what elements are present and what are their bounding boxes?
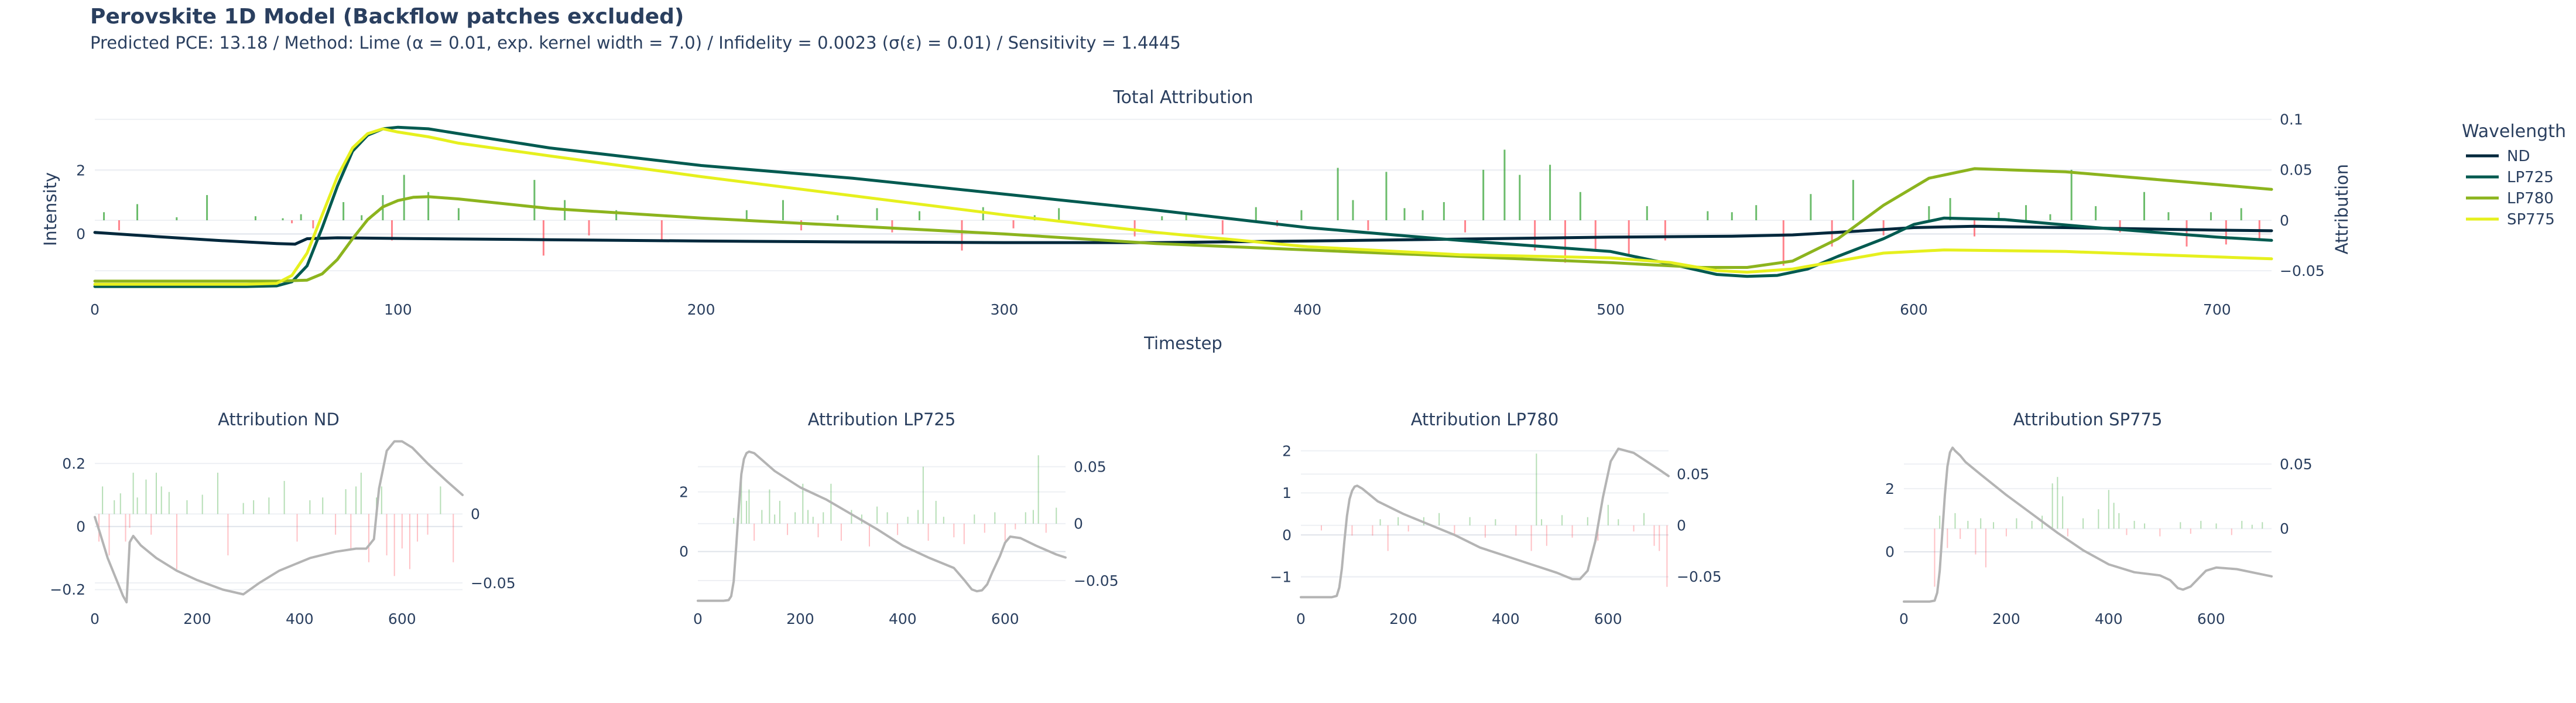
intensity-line	[94, 440, 464, 603]
y2-tick-label: 0	[2280, 212, 2289, 229]
y-tick-label: 0	[1885, 544, 1895, 561]
x-tick-label: 0	[1296, 610, 1306, 627]
x-tick-label: 200	[183, 610, 211, 627]
y2-tick-label: 0	[1074, 516, 1083, 533]
legend-label: SP775	[2507, 211, 2555, 228]
y2-tick-label: −0.05	[2280, 262, 2325, 279]
x-tick-label: 200	[1992, 610, 2020, 627]
y2-tick-label: 0	[1677, 517, 1686, 534]
y-axis-title: Intensity	[40, 172, 60, 246]
y2-tick-label: 0.05	[2280, 162, 2313, 179]
y2-tick-label: 0.05	[2280, 456, 2313, 473]
y-tick-label: 0	[76, 226, 85, 243]
x-tick-label: 400	[2095, 610, 2123, 627]
series-line-lp780	[93, 167, 2273, 283]
x-tick-label: 600	[388, 610, 416, 627]
y2-tick-label: 0.05	[1074, 458, 1107, 475]
legend[interactable]: Wavelength ND LP725 LP780 SP775	[2462, 121, 2566, 228]
y-tick-label: 0	[679, 543, 688, 560]
x-tick-label: 400	[889, 610, 917, 627]
x-tick-label: 300	[991, 301, 1019, 318]
y-tick-label: −1	[1270, 569, 1292, 586]
x-tick-label: 400	[286, 610, 314, 627]
intensity-line	[1903, 446, 2273, 603]
y2-axis-title: Attribution	[2332, 164, 2352, 254]
y-tick-label: −0.2	[50, 581, 85, 598]
legend-item-nd[interactable]: ND	[2466, 148, 2530, 165]
x-tick-label: 400	[1293, 301, 1321, 318]
x-tick-label: 600	[991, 610, 1019, 627]
y-tick-label: 0	[1282, 527, 1292, 544]
y-tick-label: 0	[76, 518, 85, 535]
page-subtitle: Predicted PCE: 13.18 / Method: Lime (α =…	[90, 33, 1181, 53]
legend-title: Wavelength	[2462, 121, 2566, 142]
panel-title: Attribution LP780	[1411, 409, 1559, 429]
y-tick-label: 1	[1282, 484, 1292, 501]
y2-tick-label: 0	[471, 506, 480, 523]
y-tick-label: 2	[76, 162, 85, 179]
x-tick-label: 100	[384, 301, 412, 318]
x-tick-label: 0	[1899, 610, 1909, 627]
x-tick-label: 600	[1900, 301, 1928, 318]
y2-tick-label: 0.1	[2280, 111, 2303, 128]
x-tick-label: 400	[1492, 610, 1520, 627]
x-axis-title: Timestep	[1143, 333, 1222, 353]
subplot-lp725: 0 2 −0.05 0 0.05 0 200 400 600 Attribution LP725	[679, 409, 1119, 627]
y2-tick-label: −0.05	[1074, 572, 1119, 589]
subplot-nd: −0.2 0 0.2 −0.05 0 0 200 400 600 Attribution ND	[50, 409, 515, 627]
x-tick-label: 0	[90, 301, 100, 318]
x-tick-label: 600	[1594, 610, 1622, 627]
subplot-sp775: 0 2 0 0.05 0 200 400 600 Attribution SP775	[1885, 409, 2313, 627]
legend-item-lp780[interactable]: LP780	[2466, 190, 2554, 207]
x-tick-label: 200	[786, 610, 814, 627]
x-tick-label: 600	[2197, 610, 2225, 627]
intensity-line	[1300, 447, 1670, 599]
panel-title: Attribution ND	[218, 409, 340, 429]
series-line-sp775	[93, 127, 2273, 286]
y-tick-label: 2	[1282, 442, 1292, 459]
x-tick-label: 0	[693, 610, 703, 627]
main-plot: 0 2 −0.05 0 0.05 0.1 0 100 200 300 400 500 600 700 Tot…	[40, 87, 2352, 353]
y2-tick-label: 0.05	[1677, 466, 1710, 483]
panel-title: Attribution LP725	[808, 409, 956, 429]
panel-title: Total Attribution	[1112, 87, 1253, 108]
y-tick-label: 2	[679, 483, 688, 500]
series-line-lp725	[93, 125, 2273, 288]
subplot-lp780: −1 0 1 2 −0.05 0 0.05 0 200 400 600 Attribution LP7…	[1270, 409, 1721, 627]
y-tick-label: 0.2	[62, 455, 85, 472]
legend-label: ND	[2507, 148, 2530, 165]
legend-label: LP780	[2507, 190, 2554, 207]
x-tick-label: 500	[1597, 301, 1625, 318]
y2-tick-label: 0	[2280, 520, 2289, 537]
x-tick-label: 200	[687, 301, 715, 318]
legend-item-sp775[interactable]: SP775	[2466, 211, 2555, 228]
legend-item-lp725[interactable]: LP725	[2466, 169, 2554, 186]
x-tick-label: 700	[2203, 301, 2231, 318]
x-tick-label: 0	[90, 610, 100, 627]
y-tick-label: 2	[1885, 480, 1895, 497]
page-title: Perovskite 1D Model (Backflow patches ex…	[90, 5, 684, 29]
intensity-line	[697, 450, 1067, 602]
series-line-nd	[93, 224, 2273, 246]
y2-tick-label: −0.05	[1677, 568, 1722, 585]
y2-tick-label: −0.05	[471, 575, 516, 592]
legend-label: LP725	[2507, 169, 2554, 186]
x-tick-label: 200	[1389, 610, 1417, 627]
panel-title: Attribution SP775	[2013, 409, 2163, 429]
